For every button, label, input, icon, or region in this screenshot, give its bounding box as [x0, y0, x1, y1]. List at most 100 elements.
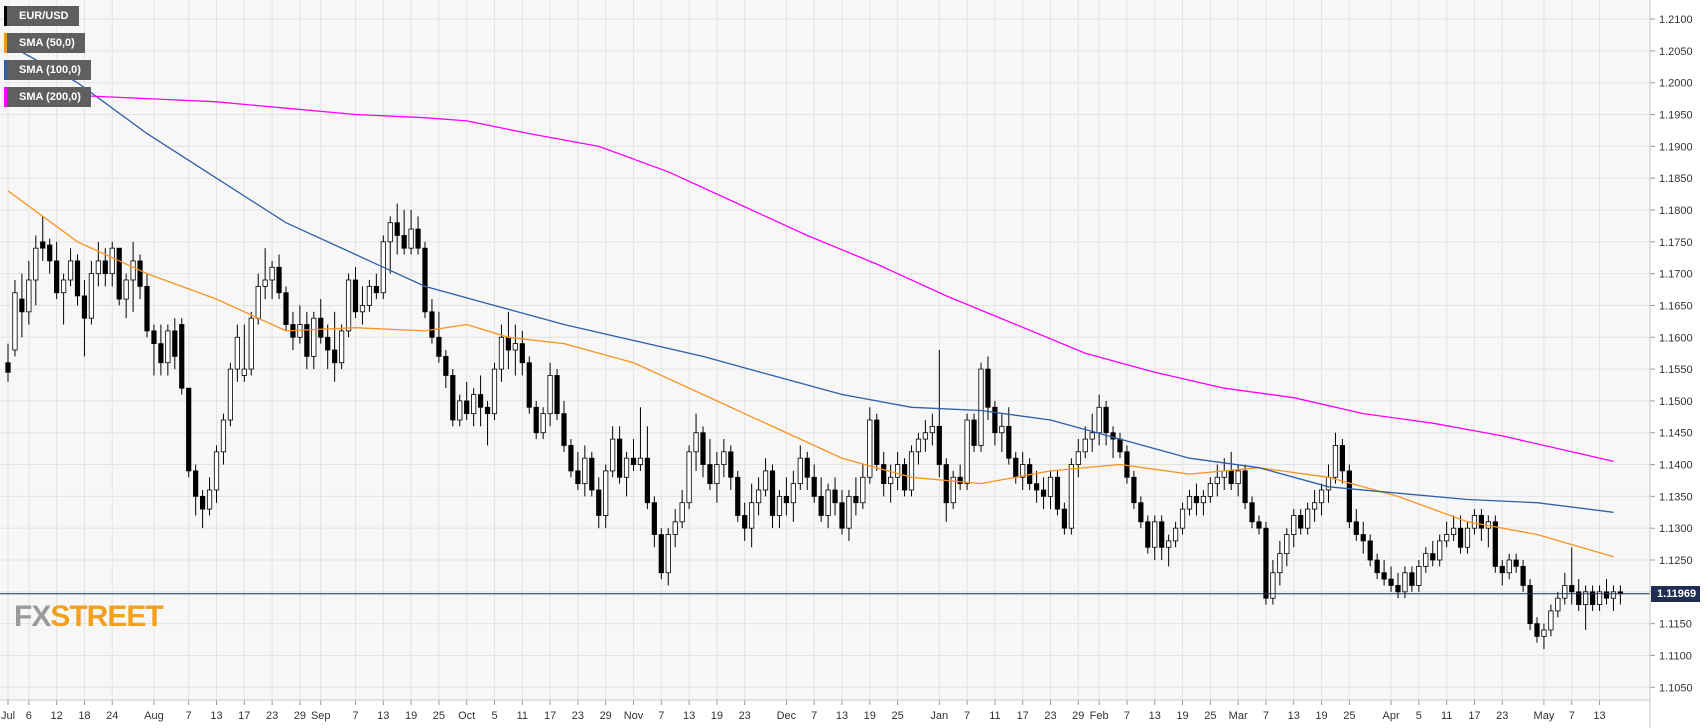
x-tick-label: 23	[1496, 710, 1508, 722]
bull-candle	[269, 266, 275, 281]
bull-candle	[457, 400, 463, 421]
bear-candle	[1159, 521, 1165, 548]
x-tick-label: 25	[891, 710, 903, 722]
bear-candle	[526, 362, 532, 408]
bear-candle	[1374, 559, 1380, 574]
bull-candle	[88, 273, 94, 319]
bull-candle	[540, 413, 546, 434]
bear-candle	[1409, 572, 1415, 586]
bear-candle	[1478, 515, 1484, 529]
bear-candle	[283, 292, 289, 325]
bear-candle	[1534, 623, 1540, 637]
bull-candle	[1152, 521, 1158, 548]
x-tick-label: 5	[1416, 710, 1422, 722]
bull-candle	[908, 451, 915, 491]
bull-candle	[95, 260, 101, 275]
bull-candle	[1506, 559, 1512, 574]
bull-candle	[1444, 534, 1450, 542]
y-tick-label: 1.1650	[1659, 300, 1693, 312]
bear-candle	[47, 244, 53, 262]
bull-candle	[123, 279, 129, 300]
bull-candle	[248, 317, 254, 370]
bear-candle	[1395, 585, 1401, 593]
bull-candle	[165, 330, 171, 364]
bear-candle	[936, 425, 942, 465]
bull-candle	[915, 438, 922, 453]
bear-candle	[811, 476, 817, 497]
x-tick-label: Oct	[458, 710, 475, 722]
y-tick-label: 1.1500	[1659, 396, 1693, 408]
bull-candle	[1437, 540, 1443, 561]
x-tick-label: 12	[51, 710, 63, 722]
x-tick-label: 7	[811, 710, 817, 722]
bull-candle	[1318, 489, 1325, 504]
bull-candle	[1179, 508, 1186, 529]
bull-candle	[1096, 406, 1102, 434]
bear-candle	[707, 464, 713, 485]
legend-sma-50[interactable]: SMA (50,0)	[4, 33, 85, 53]
bear-candle	[769, 470, 776, 516]
bull-candle	[860, 476, 866, 504]
bear-candle	[352, 279, 359, 313]
bear-candle	[394, 222, 400, 236]
bull-candle	[929, 425, 935, 434]
legend-sma-100[interactable]: SMA (100,0)	[4, 60, 91, 80]
x-tick-label: Feb	[1090, 710, 1109, 722]
bear-candle	[1131, 476, 1137, 504]
bull-candle	[1332, 445, 1339, 478]
bear-candle	[116, 247, 122, 300]
x-tick-label: 23	[266, 710, 278, 722]
y-tick-label: 1.1450	[1659, 428, 1693, 440]
bear-candle	[1193, 495, 1200, 504]
bear-candle	[818, 495, 824, 516]
bear-candle	[700, 432, 706, 465]
bull-candle	[220, 419, 227, 453]
bear-candle	[484, 406, 491, 415]
bear-candle	[318, 317, 324, 338]
bull-candle	[749, 502, 755, 529]
x-tick-label: Apr	[1382, 710, 1399, 722]
bear-candle	[943, 464, 949, 504]
bear-candle	[1228, 470, 1234, 485]
legend-eurusd[interactable]: EUR/USD	[4, 6, 79, 26]
bull-candle	[714, 464, 720, 485]
y-tick-label: 1.1750	[1659, 237, 1693, 249]
bear-candle	[832, 489, 838, 504]
bull-candle	[234, 336, 240, 370]
bear-candle	[422, 247, 428, 313]
bull-candle	[790, 483, 796, 504]
bear-candle	[1353, 521, 1359, 535]
legend-label: SMA (100,0)	[19, 64, 81, 76]
bull-candle	[1047, 476, 1054, 497]
bear-candle	[1103, 406, 1109, 434]
bear-candle	[1138, 502, 1144, 523]
bear-candle	[1013, 457, 1019, 478]
x-tick-label: 13	[1593, 710, 1605, 722]
x-tick-label: Nov	[624, 710, 644, 722]
x-tick-label: 13	[210, 710, 222, 722]
bull-candle	[756, 489, 762, 504]
bull-candle	[338, 330, 345, 364]
bull-candle	[762, 470, 769, 491]
bull-candle	[387, 222, 393, 243]
x-tick-label: 23	[739, 710, 751, 722]
bear-candle	[554, 375, 560, 415]
bear-candle	[1054, 476, 1061, 510]
bear-candle	[1603, 591, 1610, 599]
bear-candle	[651, 502, 657, 535]
bull-candle	[776, 495, 783, 516]
y-tick-label: 1.1350	[1659, 491, 1693, 503]
bull-candle	[679, 502, 685, 523]
y-tick-label: 1.1850	[1659, 173, 1693, 185]
bear-candle	[443, 355, 449, 376]
bear-candle	[401, 235, 407, 249]
bull-candle	[547, 375, 553, 415]
bear-candle	[1124, 451, 1130, 478]
x-tick-label: 23	[572, 710, 584, 722]
x-tick-label: 19	[864, 710, 876, 722]
bull-candle	[366, 285, 373, 306]
legend-sma-200[interactable]: SMA (200,0)	[4, 87, 91, 107]
bull-candle	[109, 247, 115, 275]
bull-candle	[1423, 553, 1429, 567]
bull-candle	[1089, 432, 1095, 440]
